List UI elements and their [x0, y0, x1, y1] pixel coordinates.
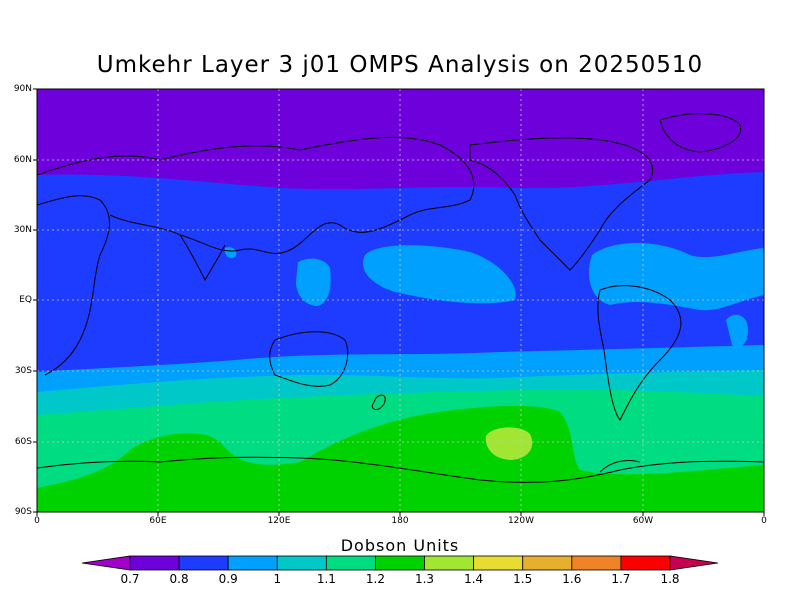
map-title: Umkehr Layer 3 j01 OMPS Analysis on 2025…: [96, 52, 704, 78]
lon-label: 0: [34, 516, 40, 526]
lat-label: 90N: [13, 84, 32, 94]
lon-label: 60E: [149, 516, 167, 526]
colorbar-tick-label: 1.7: [611, 572, 631, 586]
colorbar-title: Dobson Units: [340, 536, 460, 555]
colorbar-tick-label: 0.7: [120, 572, 140, 586]
coastlines: [37, 113, 764, 483]
lat-label: 60S: [14, 437, 32, 447]
colorbar-tick-label: 1: [273, 572, 282, 586]
lon-label: 180: [391, 516, 409, 526]
blob-west-pacific: [296, 258, 331, 306]
lat-label: 90S: [14, 507, 32, 517]
blob-indo: [225, 247, 237, 259]
colorbar-tick-label: 1.6: [562, 572, 582, 586]
colorbar-tick-label: 1.1: [316, 572, 336, 586]
blob-pacific: [363, 245, 516, 304]
grid: [37, 89, 764, 512]
colorbar-tick-label: 1.5: [513, 572, 533, 586]
colorbar-tick-label: 1.4: [464, 572, 484, 586]
colorbar-tick-label: 1.3: [414, 572, 435, 586]
lon-label: 60W: [632, 516, 654, 526]
blob-se-pacific: [726, 314, 748, 347]
lon-label: 120E: [267, 516, 291, 526]
axis-ticks: [33, 88, 765, 516]
lat-label: 30S: [14, 366, 32, 376]
colorbar-tick-label: 0.9: [218, 572, 238, 586]
colorbar-tick-label: 1.2: [365, 572, 385, 586]
lat-label: 60N: [13, 155, 32, 165]
band-southern-green2: [37, 405, 764, 512]
blob-atlantic: [589, 242, 764, 311]
colorbar-tick-label: 0.8: [169, 572, 189, 586]
lon-label: 120W: [507, 516, 535, 526]
colorbar-tick-label: 1.8: [660, 572, 680, 586]
lat-label: EQ: [19, 295, 32, 305]
lon-label: 0: [761, 516, 767, 526]
lat-label: 30N: [13, 225, 32, 235]
